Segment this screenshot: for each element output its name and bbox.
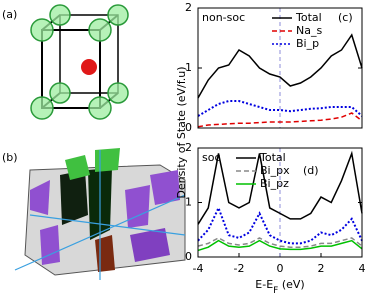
x-axis-label-part: E-E <box>255 278 273 291</box>
x-tick-label: -4 <box>193 262 204 275</box>
panel-label: (d) <box>303 164 319 177</box>
plot-frame <box>197 147 363 258</box>
center-atom <box>81 59 97 75</box>
series-line <box>197 100 363 117</box>
y-tick-label: 0 <box>185 250 192 263</box>
x-tick-label: -2 <box>234 262 245 275</box>
note: non-soc <box>202 11 245 24</box>
x-tick-label: 2 <box>318 262 325 275</box>
series-line <box>197 150 363 225</box>
note: soc <box>202 151 221 164</box>
y-tick-label: 2 <box>185 141 192 154</box>
series-line <box>197 239 363 252</box>
x-tick-label: 4 <box>359 262 366 275</box>
y-axis-label: Density of State (eV/f.u) <box>175 66 188 198</box>
legend-label: Bi_p <box>296 37 319 50</box>
x-axis-label-part: F <box>273 286 278 295</box>
y-tick-label: 0 <box>185 121 192 134</box>
panel-label: (c) <box>338 11 353 24</box>
panel-label: (b) <box>2 151 18 164</box>
x-tick-label: 0 <box>277 262 284 275</box>
x-axis-label: E-EF (eV) <box>255 278 304 295</box>
y-tick-label: 2 <box>185 1 192 14</box>
panel-label: (a) <box>2 8 17 21</box>
plot-frame <box>197 7 363 129</box>
x-axis-label-part: (eV) <box>278 278 304 291</box>
legend-label: Na_s <box>296 24 322 37</box>
y-tick-label: 1 <box>185 61 192 74</box>
legend-label: Total <box>259 151 286 164</box>
series-line <box>197 112 363 128</box>
y-tick-label: 1 <box>185 196 192 209</box>
series-line <box>197 237 363 248</box>
series-line <box>197 33 363 99</box>
fermi-surface <box>14 148 186 280</box>
legend-label: Bi_px <box>260 164 290 177</box>
legend-label: Total <box>295 11 322 24</box>
legend-label: Bi_pz <box>260 177 289 190</box>
atoms <box>30 4 129 120</box>
